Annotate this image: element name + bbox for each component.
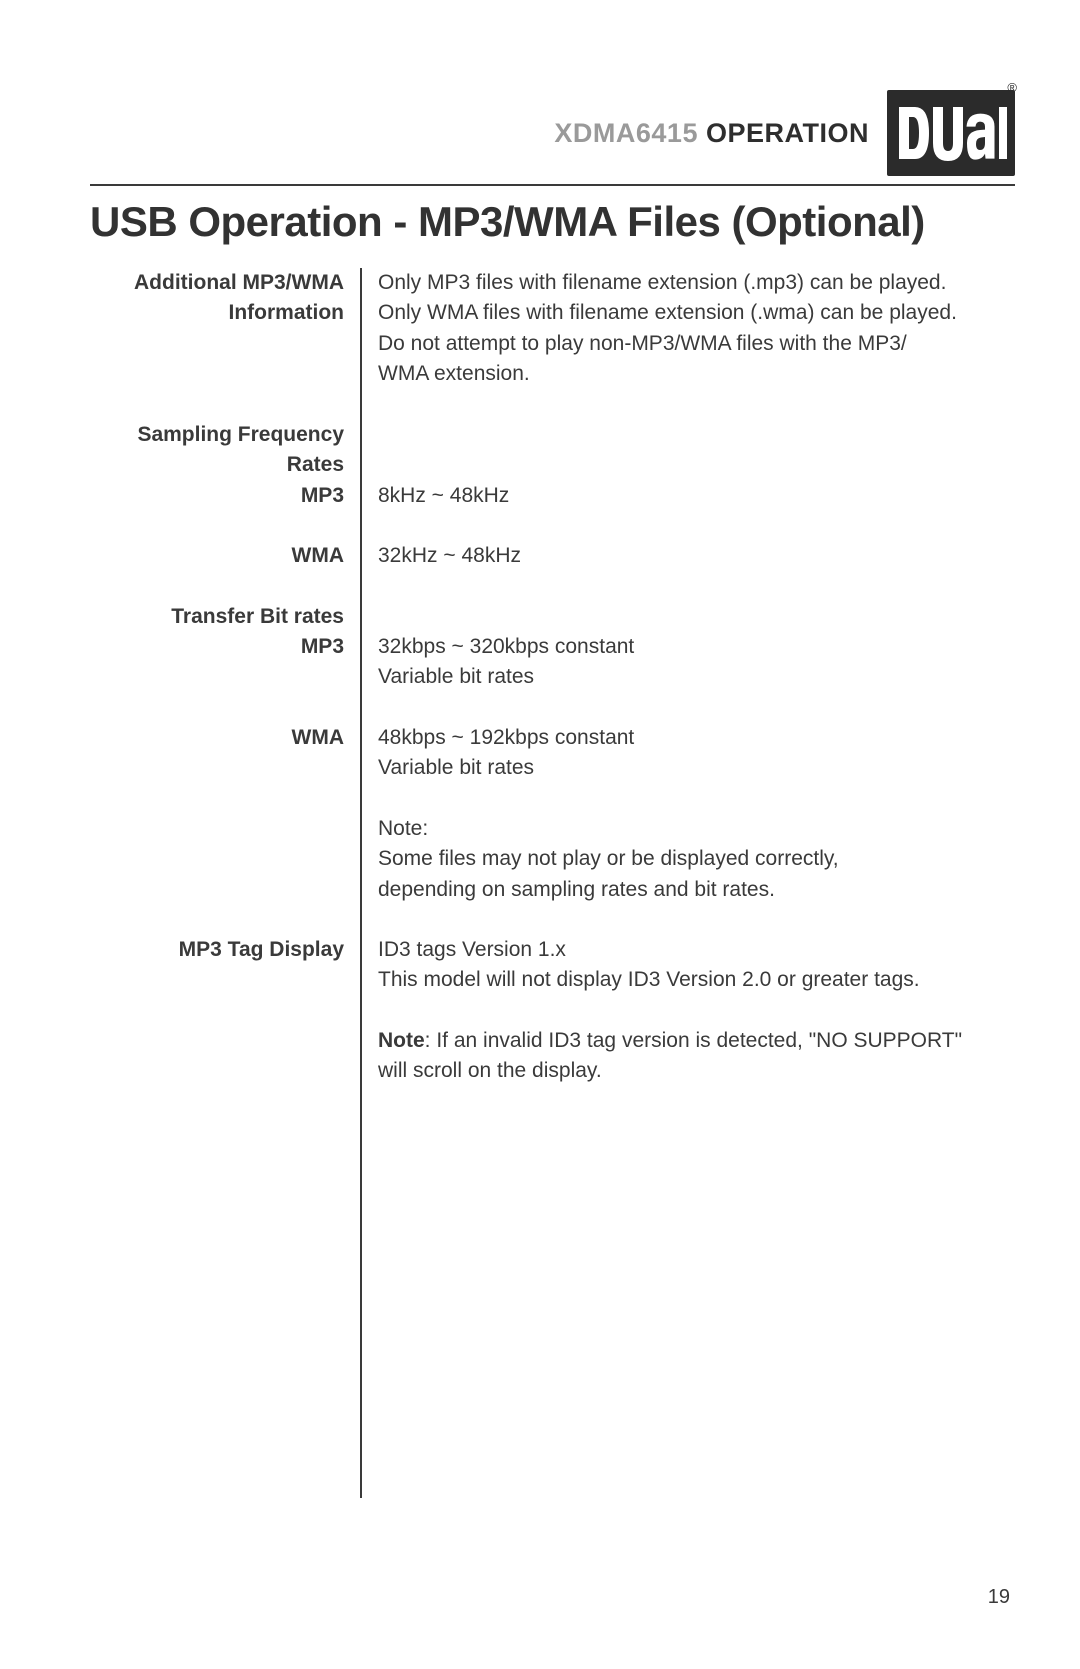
note2-rest: : If an invalid ID3 tag version is detec… — [425, 1029, 962, 1052]
label-sampling-l2: Rates — [90, 450, 344, 480]
label-sampling-mp3: MP3 — [90, 481, 344, 511]
model-number: XDMA6415 — [554, 118, 698, 148]
note2-label: Note — [378, 1029, 425, 1052]
content-two-col: Additional MP3/WMA Information Sampling … — [90, 268, 1015, 1498]
label-additional-l1: Additional MP3/WMA — [90, 268, 344, 298]
label-sampling-l1: Sampling Frequency — [90, 420, 344, 450]
sampling-wma-value: 32kHz ~ 48kHz — [378, 541, 1015, 571]
header-text: XDMA6415 OPERATION — [554, 118, 869, 149]
bitrate-wma-l2: Variable bit rates — [378, 753, 1015, 783]
sampling-mp3-value: 8kHz ~ 48kHz — [378, 481, 1015, 511]
bitrate-mp3-l1: 32kbps ~ 320kbps constant — [378, 632, 1015, 662]
note1-l3: depending on sampling rates and bit rate… — [378, 875, 1015, 905]
dual-logo-svg — [895, 105, 1007, 161]
label-tag-display: MP3 Tag Display — [90, 935, 344, 965]
label-additional-l2: Information — [90, 298, 344, 328]
page-header: XDMA6415 OPERATION ® — [90, 90, 1015, 176]
bitrate-mp3-l2: Variable bit rates — [378, 662, 1015, 692]
label-sampling-wma: WMA — [90, 541, 344, 571]
dual-logo: ® — [887, 90, 1015, 176]
note2-l2: will scroll on the display. — [378, 1056, 1015, 1086]
note1-l2: Some files may not play or be displayed … — [378, 844, 1015, 874]
additional-body-l3: Do not attempt to play non-MP3/WMA files… — [378, 329, 1015, 359]
tag-l1: ID3 tags Version 1.x — [378, 935, 1015, 965]
additional-body-l4: WMA extension. — [378, 359, 1015, 389]
note1-l1: Note: — [378, 814, 1015, 844]
note2-line1: Note: If an invalid ID3 tag version is d… — [378, 1026, 1015, 1056]
additional-body-l1: Only MP3 files with filename extension (… — [378, 268, 1015, 298]
manual-page: XDMA6415 OPERATION ® USB Operation - MP3… — [0, 0, 1080, 1669]
registered-mark: ® — [1007, 80, 1017, 95]
values-column: Only MP3 files with filename extension (… — [360, 268, 1015, 1498]
header-rule — [90, 184, 1015, 186]
label-bitrate-mp3: MP3 — [90, 632, 344, 662]
header-operation: OPERATION — [706, 118, 869, 148]
additional-body-l2: Only WMA files with filename extension (… — [378, 298, 1015, 328]
page-title: USB Operation - MP3/WMA Files (Optional) — [90, 198, 1015, 246]
page-number: 19 — [988, 1586, 1010, 1609]
tag-l2: This model will not display ID3 Version … — [378, 965, 1015, 995]
labels-column: Additional MP3/WMA Information Sampling … — [90, 268, 360, 1498]
label-bitrate-wma: WMA — [90, 723, 344, 753]
label-bitrate: Transfer Bit rates — [90, 602, 344, 632]
bitrate-wma-l1: 48kbps ~ 192kbps constant — [378, 723, 1015, 753]
